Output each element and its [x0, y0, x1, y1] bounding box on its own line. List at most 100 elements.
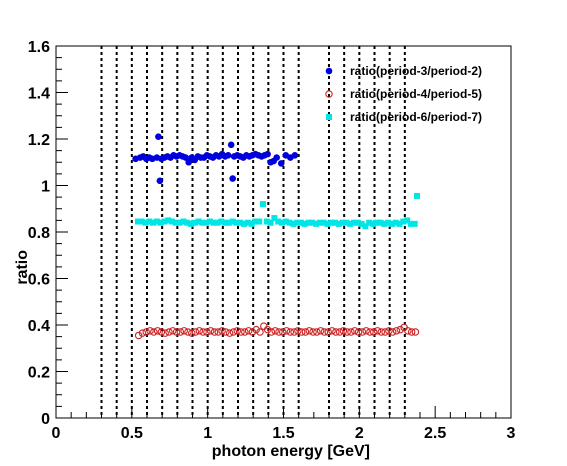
data-point [396, 325, 405, 334]
data-point [227, 141, 235, 149]
data-point [286, 328, 295, 336]
data-point [320, 328, 329, 336]
data-point [351, 219, 358, 226]
data-point [358, 220, 365, 227]
data-point [396, 220, 403, 227]
data-point [366, 328, 374, 336]
x-tick-label: 1 [203, 425, 212, 442]
data-point [229, 175, 236, 182]
data-point [157, 328, 166, 336]
data-point [180, 218, 187, 225]
data-point [316, 327, 325, 335]
y-tick-label: 1.4 [28, 86, 50, 103]
x-axis-title: photon energy [GeV] [212, 443, 370, 460]
data-point [224, 151, 232, 159]
data-point [199, 328, 207, 336]
y-tick-label: 1 [41, 179, 50, 196]
legend-item: ratio(period-6/period-7) [326, 110, 482, 124]
data-point [187, 220, 194, 227]
data-point [354, 219, 361, 226]
data-point [392, 219, 399, 226]
data-point [264, 150, 271, 158]
data-point [165, 217, 172, 224]
data-point [191, 219, 198, 226]
data-point [169, 218, 176, 225]
data-point [155, 133, 162, 140]
data-point [358, 328, 367, 336]
data-point [326, 114, 332, 120]
data-point [325, 67, 333, 75]
data-point [286, 219, 293, 226]
data-point [263, 325, 272, 334]
legend-label: ratio(period-4/period-5) [350, 87, 482, 101]
data-point [369, 220, 376, 227]
data-point [351, 327, 359, 335]
x-tick-label: 0 [52, 425, 61, 442]
data-point [282, 218, 289, 225]
data-point [407, 328, 416, 336]
data-point [290, 328, 298, 336]
data-point [218, 327, 226, 335]
data-point [218, 218, 225, 225]
data-point [210, 328, 219, 336]
data-point [411, 328, 420, 336]
data-point [244, 219, 251, 226]
data-point [291, 151, 299, 159]
y-tick-label: 0.4 [28, 318, 50, 335]
data-point [271, 215, 278, 222]
x-tick-label: 0.5 [121, 425, 143, 442]
data-point [404, 327, 412, 335]
data-point [222, 219, 229, 226]
data-point [156, 177, 164, 185]
data-point [373, 219, 380, 226]
data-point [214, 328, 223, 336]
data-point [241, 328, 249, 336]
y-tick-label: 0.8 [28, 225, 50, 242]
data-series [132, 133, 420, 340]
data-point [301, 328, 310, 336]
x-tick-label: 1.5 [272, 425, 294, 442]
data-point [339, 219, 346, 226]
data-point [184, 328, 192, 336]
data-point [324, 220, 331, 227]
data-point [184, 219, 191, 226]
data-point [294, 327, 302, 335]
legend-item: ratio(period-4/period-5) [325, 87, 482, 101]
data-point [225, 329, 234, 337]
x-tick-label: 2 [355, 425, 364, 442]
data-point [294, 219, 301, 226]
y-tick-label: 1.6 [28, 39, 50, 56]
data-point [176, 219, 183, 226]
data-point [252, 325, 260, 334]
data-point [381, 328, 389, 336]
y-tick-label: 1.2 [28, 132, 50, 149]
data-point [252, 218, 259, 225]
series [134, 322, 420, 340]
data-point [411, 220, 418, 227]
data-point [282, 327, 291, 335]
data-point [328, 327, 336, 335]
data-point [366, 219, 373, 226]
data-point [309, 219, 316, 226]
data-point [229, 328, 238, 336]
data-point [256, 328, 264, 336]
data-point [275, 218, 282, 225]
data-point [267, 328, 276, 336]
vertical-dashed-lines [100, 46, 406, 418]
data-point [332, 328, 340, 336]
data-point [233, 327, 241, 335]
data-point [388, 328, 397, 336]
data-point [248, 220, 255, 227]
data-point [203, 219, 210, 226]
data-point [138, 218, 145, 225]
data-point [195, 218, 202, 225]
data-point [241, 220, 248, 227]
y-tick-label: 0.6 [28, 272, 50, 289]
data-point [392, 327, 401, 335]
legend-label: ratio(period-3/period-2) [350, 64, 482, 78]
data-point [301, 220, 308, 227]
data-point [172, 219, 179, 226]
data-point [328, 219, 335, 226]
data-point [385, 327, 393, 335]
